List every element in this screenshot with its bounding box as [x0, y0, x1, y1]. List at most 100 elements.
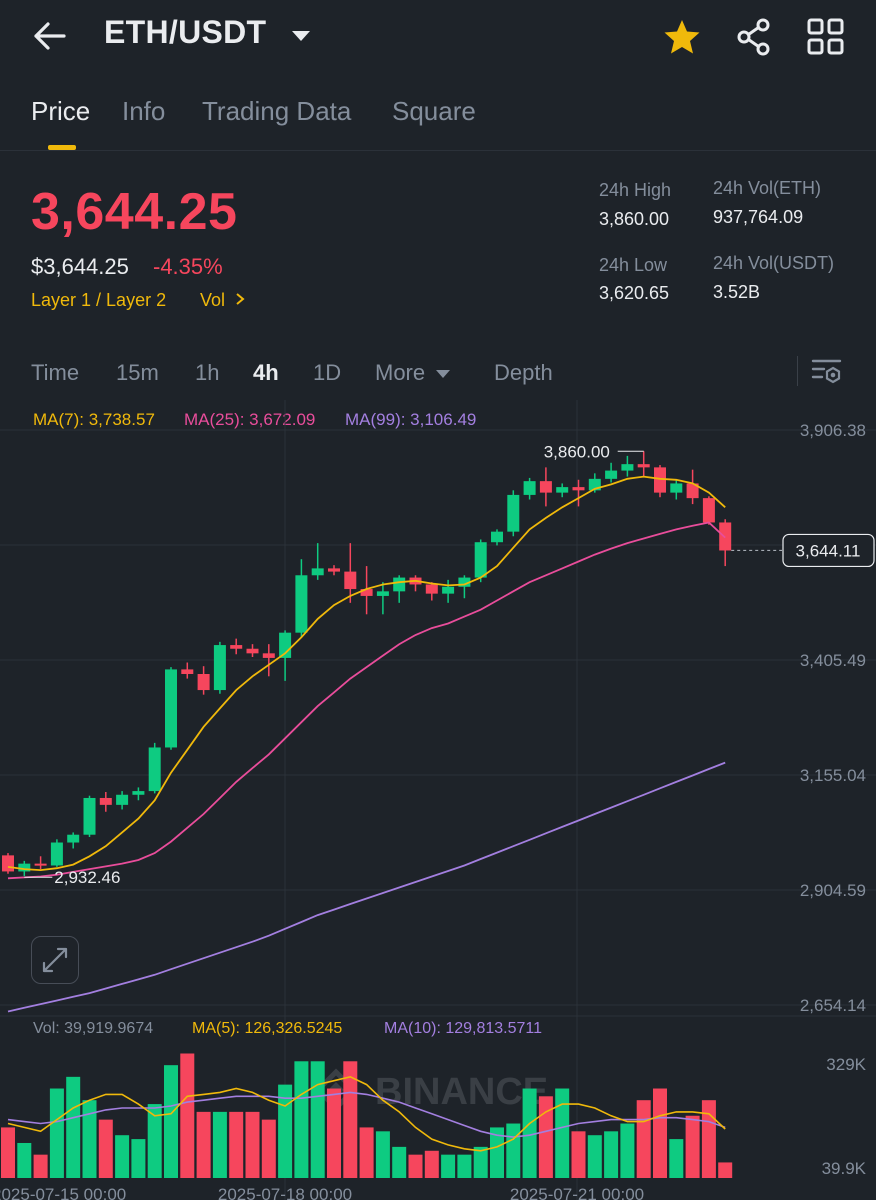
candle-body	[67, 834, 80, 843]
timeframe-divider	[797, 356, 798, 386]
pair-dropdown-button[interactable]	[290, 28, 312, 44]
timeframe-1d[interactable]: 1D	[313, 360, 342, 385]
share-button[interactable]	[734, 17, 774, 57]
price-axis-label: 2,904.59	[800, 881, 866, 900]
tab-trading-data[interactable]: Trading Data	[202, 96, 352, 126]
star-icon	[664, 20, 700, 54]
timeframe-more-label: More	[375, 360, 426, 385]
active-tab-indicator	[48, 145, 76, 150]
candle-body	[132, 791, 145, 795]
stat-24h-high-label: 24h High	[599, 180, 672, 200]
candle-body	[328, 568, 340, 572]
watermark-text: BINANCE	[375, 1071, 548, 1113]
volume-panel: 329K 39.9K	[1, 1053, 867, 1178]
candle-body	[686, 483, 699, 499]
volume-bar	[473, 1146, 488, 1178]
candle-body	[213, 645, 226, 691]
caret-down-icon	[292, 31, 310, 41]
volume-bar	[636, 1100, 651, 1178]
arrow-left-icon	[34, 22, 66, 50]
stat-24h-vol-usdt-label: 24h Vol(USDT)	[713, 253, 835, 273]
vol-ma10-indicator: MA(10): 129,813.5711	[384, 1020, 543, 1037]
candle-body	[393, 577, 406, 592]
volume-bar	[620, 1123, 635, 1178]
candle-body	[425, 584, 438, 594]
ma25-line	[7, 521, 726, 880]
time-axis-label: 2025-07-15 00:00	[0, 1185, 126, 1200]
candle-body	[295, 575, 308, 633]
volume-bar	[375, 1131, 390, 1178]
volume-bar	[98, 1119, 113, 1178]
volume-bar	[424, 1150, 439, 1178]
category-tag-link[interactable]: Layer 1 / Layer 2	[31, 290, 167, 310]
price-axis-label: 3,405.49	[800, 651, 866, 670]
candle-body	[262, 653, 275, 658]
pair-title[interactable]: ETH/USDT	[104, 14, 266, 51]
candle-body	[621, 464, 634, 471]
low-marker-label: 2,932.46	[54, 868, 120, 887]
volume-bar	[408, 1154, 423, 1178]
volume-bar	[604, 1131, 619, 1178]
volume-bar	[294, 1061, 309, 1178]
candle-body	[165, 669, 177, 748]
candle-body	[148, 747, 161, 792]
candle-body	[197, 673, 210, 691]
time-axis: 2025-07-15 00:00 2025-07-18 00:00 2025-07-…	[0, 1185, 644, 1200]
candle-body	[605, 470, 618, 479]
tab-info[interactable]: Info	[122, 96, 166, 126]
chart-grid	[0, 400, 876, 1200]
fullscreen-button[interactable]	[31, 936, 79, 984]
favorite-button[interactable]	[662, 17, 702, 57]
ma25-indicator: MA(25): 3,672.09	[184, 410, 316, 429]
candle-body	[702, 498, 715, 523]
candle-body	[246, 648, 259, 654]
volume-bar	[180, 1053, 195, 1178]
timeframe-15m[interactable]: 15m	[116, 360, 159, 385]
candle-body	[556, 487, 569, 493]
timeframe-more[interactable]: More	[375, 360, 451, 386]
vol-ma10-line	[7, 1091, 726, 1138]
ma7-line	[7, 475, 726, 872]
vol-link[interactable]: Vol	[200, 290, 246, 311]
price-usd-equivalent: $3,644.25	[31, 254, 129, 279]
chart-settings-button[interactable]	[810, 355, 844, 387]
volume-bar	[82, 1100, 97, 1178]
candle-body	[34, 863, 47, 866]
price-axis-label: 2,654.14	[800, 996, 866, 1015]
timeframe-4h[interactable]: 4h	[253, 360, 279, 385]
timeframe-time[interactable]: Time	[31, 360, 80, 385]
tab-square[interactable]: Square	[392, 96, 476, 126]
candle-body	[588, 478, 601, 491]
stat-24h-low-value: 3,620.65	[599, 283, 670, 303]
candle-body	[507, 494, 520, 532]
candle-body	[181, 669, 194, 674]
volume-bar	[49, 1088, 64, 1178]
candle-body	[83, 797, 96, 835]
price-axis-label: 3,155.04	[800, 766, 866, 785]
volume-bar	[506, 1123, 521, 1178]
chevron-right-icon	[236, 293, 245, 305]
candle-body	[442, 586, 455, 594]
tab-depth[interactable]: Depth	[494, 360, 553, 385]
candlestick-chart[interactable]: BINANCE 3,860.002,932.46 3,906.383,655.9…	[0, 400, 876, 1200]
vol-ma5-line	[7, 1075, 726, 1152]
volume-bar	[66, 1076, 81, 1178]
volume-axis-label: 39.9K	[822, 1159, 867, 1178]
stat-24h-vol-eth-label: 24h Vol(ETH)	[713, 178, 822, 198]
tab-price[interactable]: Price	[31, 96, 91, 126]
price-axis-label: 3,906.38	[800, 421, 866, 440]
high-marker-label: 3,860.00	[544, 442, 610, 461]
volume-bar	[669, 1139, 684, 1178]
candle-body	[376, 591, 389, 596]
candles	[2, 451, 732, 877]
timeframe-1h[interactable]: 1h	[195, 360, 220, 385]
caret-down-icon	[436, 370, 451, 379]
menu-grid-button[interactable]	[806, 17, 846, 57]
volume-bar	[327, 1088, 341, 1178]
price-change-percent: -4.35%	[153, 254, 223, 279]
back-button[interactable]	[30, 18, 70, 54]
volume-bar	[587, 1135, 602, 1178]
ma99-line	[7, 761, 726, 1013]
time-axis-label: 2025-07-18 00:00	[218, 1185, 352, 1200]
volume-bar	[392, 1146, 407, 1178]
